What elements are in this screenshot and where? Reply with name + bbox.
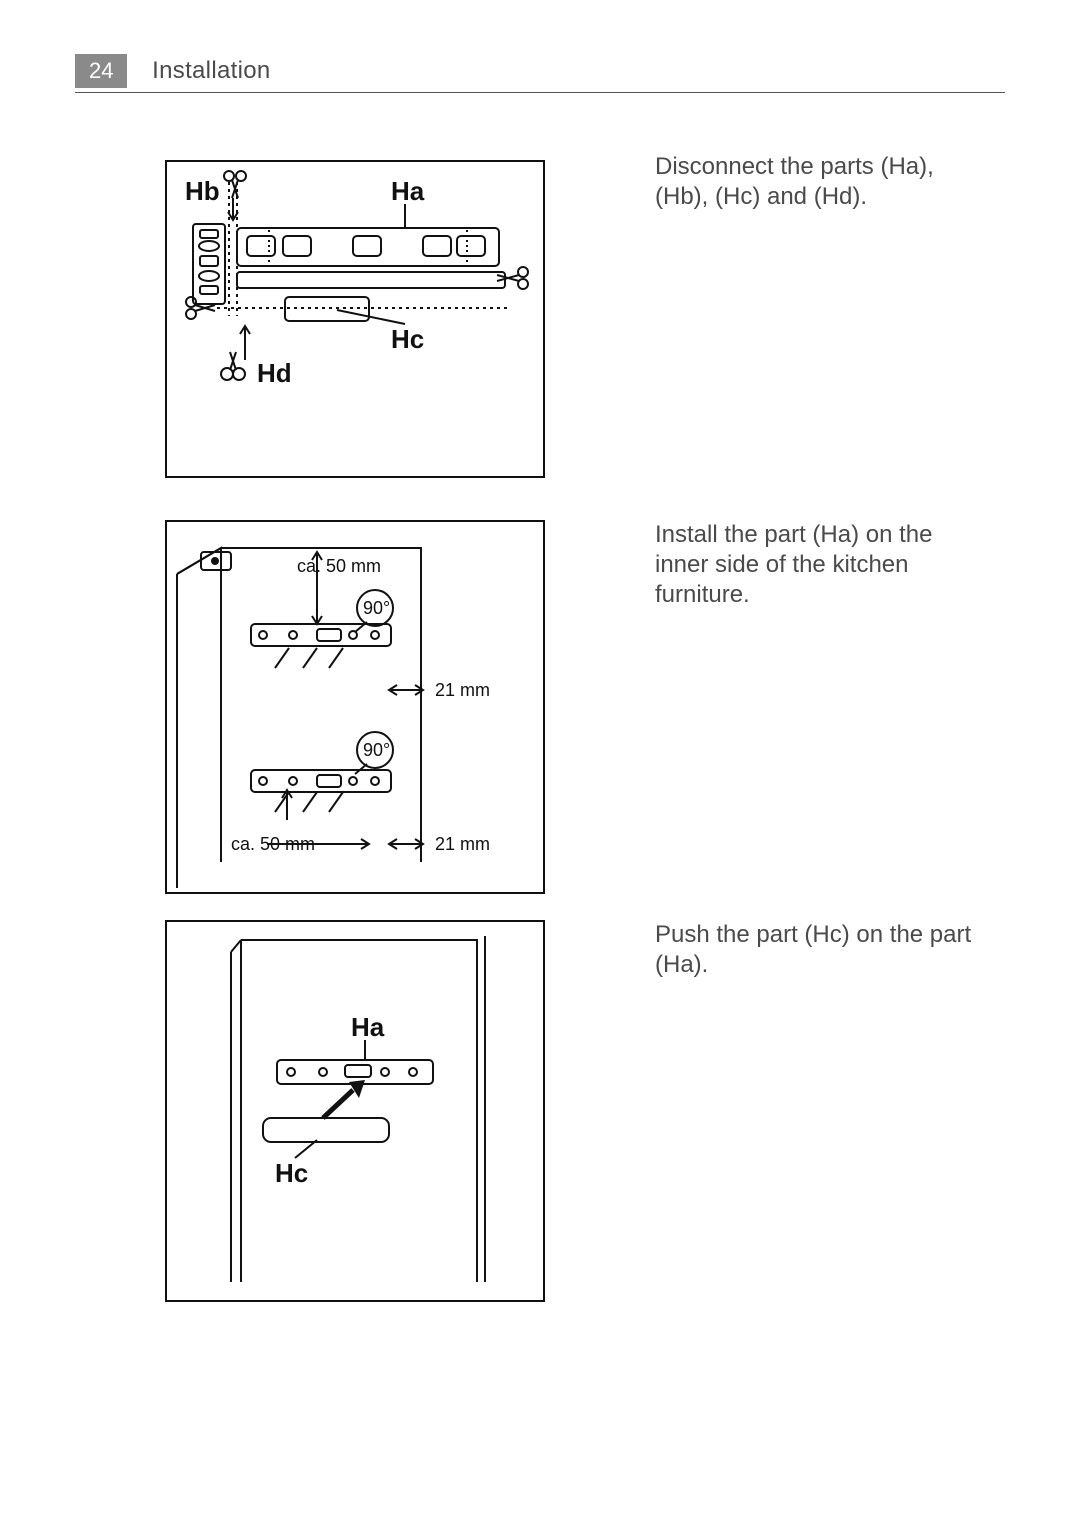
instruction-step-2: Install the part (Ha) on the inner side … xyxy=(655,520,975,610)
figure-1-drawing xyxy=(167,162,543,476)
section-title: Installation xyxy=(152,57,270,85)
figure-3-drawing xyxy=(167,922,543,1300)
figure-3: Ha Hc xyxy=(165,920,545,1302)
instruction-step-3: Push the part (Hc) on the part (Ha). xyxy=(655,920,975,980)
manual-page: 24 Installation Disconnect the parts (Ha… xyxy=(0,0,1080,1529)
figure-2-drawing xyxy=(167,522,543,892)
instruction-step-1: Disconnect the parts (Ha), (Hb), (Hc) an… xyxy=(655,152,975,212)
header-rule xyxy=(75,92,1005,93)
page-header: 24 Installation xyxy=(75,54,1005,94)
figure-2: ca. 50 mm 90° 21 mm 90° ca. 50 mm 21 mm xyxy=(165,520,545,894)
page-number-box: 24 xyxy=(75,54,127,88)
figure-1: Hb Ha Hc Hd xyxy=(165,160,545,478)
